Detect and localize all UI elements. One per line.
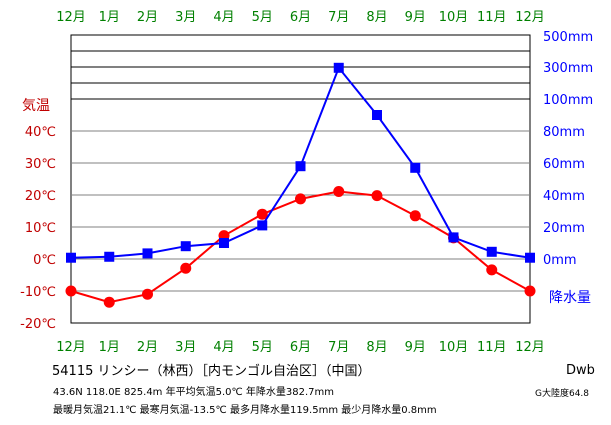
- month-label-bottom: 4月: [213, 340, 234, 355]
- month-label-top: 4月: [213, 10, 234, 25]
- station-title: 54115 リンシー（林西）［内モンゴル自治区］（中国）: [52, 364, 371, 379]
- month-label-top: 5月: [252, 10, 273, 25]
- temperature-point: [142, 288, 153, 300]
- plot-frame: [70, 34, 531, 324]
- month-label-bottom: 1月: [99, 340, 120, 355]
- temperature-point: [295, 193, 306, 205]
- temp-axis-title: 気温: [22, 98, 50, 114]
- temp-tick-label: -10℃: [20, 285, 56, 300]
- continentality-index: G大陸度64.8: [535, 389, 590, 399]
- month-label-bottom: 8月: [366, 340, 387, 355]
- station-stats-line2: 最暖月気温21.1℃ 最寒月気温-13.5℃ 最多月降水量119.5mm 最少月…: [53, 405, 437, 416]
- temperature-point: [333, 185, 345, 197]
- month-label-top: 10月: [439, 10, 469, 25]
- precip-tick-label-extended: 300mm: [543, 61, 593, 76]
- month-label-top: 3月: [175, 10, 196, 25]
- precipitation-point: [219, 238, 229, 248]
- temperature-point: [180, 262, 192, 274]
- climate-classification: Dwb: [566, 363, 595, 378]
- precipitation-point: [372, 110, 382, 120]
- month-label-bottom: 2月: [137, 340, 158, 355]
- temperature-point: [256, 208, 268, 220]
- temp-tick-label: 10℃: [25, 221, 56, 236]
- climate-chart: 12月 12月 1月 1月 2月 2月 3月 3月 4月 4月 5月 5月 6月 6月 7月 7月 8月 8月 9月…: [20, 10, 593, 355]
- precipitation-point: [295, 161, 306, 172]
- temp-tick-label: 0℃: [33, 253, 56, 268]
- month-label-bottom: 5月: [252, 340, 273, 355]
- station-stats-line1: 43.6N 118.0E 825.4m 年平均気温5.0℃ 年降水量382.7m…: [53, 387, 335, 398]
- temp-tick-label: -20℃: [20, 317, 56, 332]
- precip-tick-label: 40mm: [543, 189, 585, 204]
- precip-tick-label: 0mm: [543, 253, 577, 268]
- month-label-top: 2月: [137, 10, 158, 25]
- precip-axis-title: 降水量: [549, 290, 591, 306]
- month-label-top: 11月: [477, 10, 507, 25]
- month-label-bottom: 6月: [290, 340, 311, 355]
- month-label-top: 8月: [366, 10, 387, 25]
- month-label-top: 6月: [290, 10, 311, 25]
- month-label-top: 1月: [99, 10, 120, 25]
- temperature-point: [524, 285, 536, 297]
- month-label-top: 12月: [515, 10, 545, 25]
- precip-tick-label: 20mm: [543, 221, 585, 236]
- month-label-top: 7月: [328, 10, 349, 25]
- month-label-top: 9月: [405, 10, 426, 25]
- temperature-point: [371, 190, 383, 202]
- temperature-line: [70, 190, 531, 304]
- precipitation-point: [448, 232, 459, 243]
- precipitation-point: [257, 220, 268, 231]
- month-label-bottom: 12月: [515, 340, 545, 355]
- temperature-point: [103, 296, 115, 308]
- temperature-point: [65, 285, 77, 297]
- precip-tick-label: 60mm: [543, 157, 585, 172]
- month-label-top: 12月: [56, 10, 86, 25]
- temperature-point: [409, 210, 421, 222]
- precipitation-point: [180, 241, 191, 252]
- temp-tick-label: 20℃: [25, 189, 56, 204]
- month-label-bottom: 11月: [477, 340, 507, 355]
- temperature-point: [486, 264, 498, 276]
- month-label-bottom: 12月: [56, 340, 86, 355]
- precipitation-point: [142, 248, 153, 259]
- precip-tick-label: 100mm: [543, 93, 593, 108]
- month-label-bottom: 3月: [175, 340, 196, 355]
- precipitation-point: [486, 246, 497, 257]
- precipitation-point: [333, 62, 344, 73]
- month-label-bottom: 10月: [439, 340, 469, 355]
- precipitation-point: [104, 251, 115, 262]
- temp-tick-label: 40℃: [25, 125, 56, 140]
- precipitation-point: [66, 252, 76, 263]
- precip-tick-label-extended: 500mm: [543, 30, 593, 45]
- temp-tick-label: 30℃: [25, 157, 56, 172]
- month-label-bottom: 9月: [405, 340, 426, 355]
- month-label-bottom: 7月: [328, 340, 349, 355]
- precip-tick-label: 80mm: [543, 125, 585, 140]
- precipitation-point: [410, 162, 421, 173]
- precipitation-point: [525, 252, 535, 263]
